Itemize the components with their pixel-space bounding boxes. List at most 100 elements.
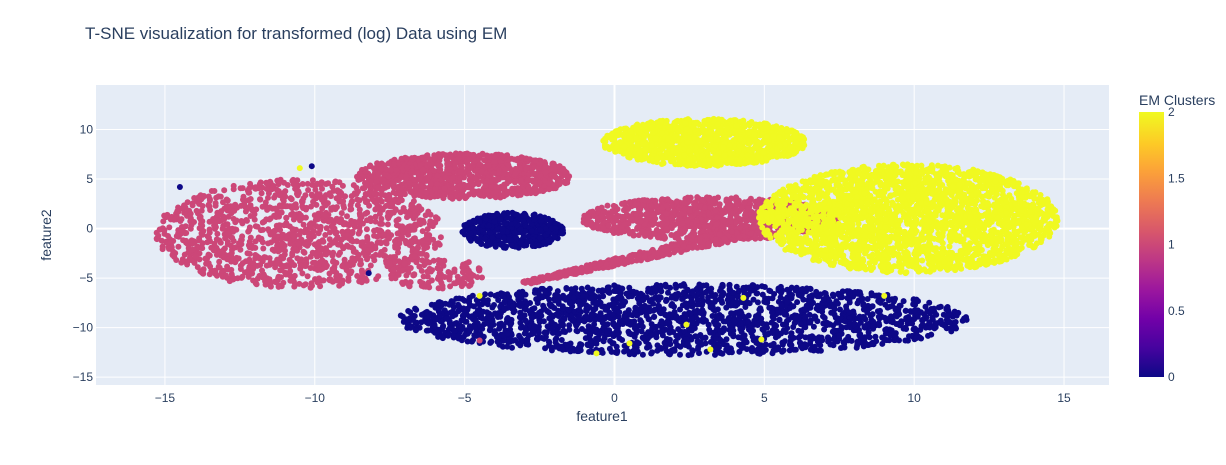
scatter-point (329, 252, 336, 259)
scatter-point (469, 188, 476, 195)
scatter-point (283, 214, 290, 221)
scatter-point (212, 267, 218, 274)
scatter-point (540, 274, 547, 281)
scatter-point (426, 265, 433, 272)
scatter-point (424, 244, 431, 251)
scatter-point (415, 170, 421, 177)
scatter-point (403, 176, 409, 183)
scatter-point (633, 210, 640, 217)
scatter-point (507, 215, 514, 222)
scatter-point (300, 221, 307, 228)
scatter-point (384, 183, 391, 190)
scatter-point (277, 203, 284, 210)
scatter-point (259, 203, 266, 210)
scatter-point (250, 260, 257, 266)
scatter-point (328, 223, 335, 230)
scatter-point (423, 259, 430, 266)
scatter-point (478, 168, 485, 175)
scatter-point (411, 176, 418, 183)
scatter-point (345, 243, 352, 250)
scatter-point (363, 277, 370, 284)
scatter-point (302, 214, 309, 221)
scatter-point (467, 172, 474, 179)
scatter-point (315, 230, 322, 237)
scatter-point (437, 154, 444, 160)
scatter-point (508, 220, 515, 227)
scatter-point (302, 192, 309, 199)
scatter-point (486, 222, 492, 229)
scatter-point (600, 293, 607, 300)
scatter-point (196, 200, 203, 207)
scatter-point (663, 245, 670, 252)
scatter-point (320, 277, 327, 284)
scatter-point (628, 255, 635, 262)
scatter-point (741, 199, 748, 206)
scatter-point (200, 266, 207, 273)
scatter-point (491, 159, 498, 166)
scatter-point (294, 255, 301, 262)
scatter-point (438, 258, 444, 265)
scatter-point (367, 262, 374, 269)
scatter-point (273, 238, 280, 244)
scatter-point (680, 243, 687, 250)
scatter-point (228, 250, 235, 256)
scatter-point (166, 224, 173, 231)
scatter-point (163, 214, 170, 221)
scatter-point (204, 239, 211, 246)
scatter-point (537, 227, 544, 233)
scatter-point (317, 252, 324, 259)
scatter-point (224, 241, 231, 247)
scatter-point (225, 230, 232, 237)
scatter-point (512, 178, 519, 185)
scatter-point (229, 225, 236, 232)
scatter-point (515, 186, 522, 193)
scatter-point (259, 267, 265, 274)
scatter-point (551, 166, 558, 173)
scatter-point (299, 270, 306, 277)
scatter-point (542, 169, 549, 176)
scatter-point (719, 210, 725, 217)
scatter-point (366, 189, 373, 196)
scatter-point (308, 203, 314, 210)
scatter-point (692, 201, 699, 208)
scatter-point (449, 175, 456, 182)
scatter-point (524, 176, 531, 183)
scatter-point (510, 190, 517, 197)
scatter-point (275, 275, 282, 282)
scatter-point (198, 207, 205, 214)
scatter-point (297, 262, 304, 269)
scatter-point (313, 223, 320, 230)
scatter-point (659, 196, 666, 203)
scatter-point (246, 250, 253, 257)
scatter-point (551, 233, 558, 240)
scatter-point (430, 167, 437, 174)
scatter-point (297, 212, 304, 219)
scatter-point (368, 246, 375, 253)
scatter-point (219, 225, 226, 232)
scatter-point (493, 242, 500, 249)
scatter-point (182, 223, 189, 230)
scatter-point (379, 220, 386, 227)
scatter-point (395, 249, 401, 256)
scatter-point (159, 246, 166, 253)
scatter-point (618, 229, 625, 236)
scatter-point (192, 253, 199, 260)
scatter-point (676, 215, 683, 222)
scatter-point (564, 179, 571, 186)
scatter-point (562, 169, 569, 175)
scatter-point (281, 251, 288, 258)
scatter-point (299, 203, 306, 210)
scatter-point (492, 188, 499, 195)
scatter-point (470, 217, 477, 224)
scatter-point (437, 266, 444, 273)
scatter-point (384, 221, 391, 228)
scatter-point (307, 265, 314, 271)
scatter-point (187, 225, 194, 232)
scatter-point (286, 256, 293, 263)
scatter-point (457, 163, 464, 169)
scatter-point (384, 213, 391, 220)
scatter-point (457, 169, 464, 175)
scatter-point (479, 274, 485, 281)
scatter-point (359, 269, 366, 276)
scatter-point (220, 254, 227, 261)
